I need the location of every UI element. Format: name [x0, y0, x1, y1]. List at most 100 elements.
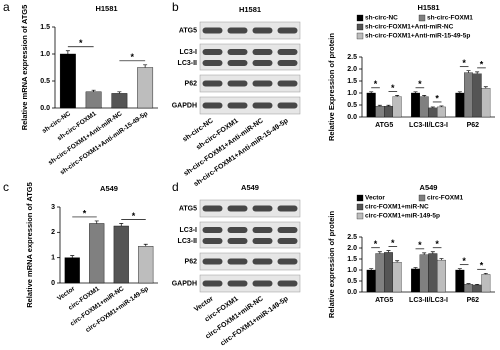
chart-title: H1581: [417, 3, 439, 12]
y-tick-label: 1: [51, 255, 55, 262]
blot-band: [202, 227, 223, 233]
y-tick-label: 0.0: [40, 105, 50, 112]
blot-band: [252, 280, 273, 287]
x-tick-label: ATG5: [375, 122, 393, 129]
error-bar: [475, 71, 480, 74]
error-bar: [91, 89, 96, 92]
bar: [419, 96, 429, 118]
bar: [472, 284, 482, 293]
error-bar: [377, 251, 382, 254]
error-bar: [94, 220, 99, 224]
error-bar: [369, 91, 374, 93]
blot-band: [227, 205, 248, 212]
bar: [464, 72, 473, 118]
blot-band: [227, 102, 248, 109]
blot-band: [252, 238, 273, 244]
y-tick-label: 1.0: [40, 51, 50, 58]
y-tick-label: 1.0: [347, 267, 357, 274]
bar: [375, 253, 385, 293]
legend-swatch: [356, 14, 364, 22]
y-tick-label: 2.5: [347, 54, 357, 61]
blot-band: [277, 102, 298, 109]
bar: [137, 67, 154, 109]
blot-band: [277, 60, 298, 66]
blot-band: [252, 205, 273, 212]
significance-label: *: [480, 261, 484, 271]
y-tick-label: 0.5: [347, 102, 357, 109]
chart-title: A549: [420, 183, 438, 192]
bar: [59, 53, 76, 109]
legend-swatch: [356, 203, 364, 211]
panel-letter: d: [172, 180, 179, 194]
significance-label: *: [130, 52, 134, 62]
blot-title: A549: [241, 183, 259, 192]
bar: [481, 88, 491, 118]
error-bar: [422, 252, 427, 255]
blot-band-label: GAPDH: [172, 102, 197, 109]
blot-band: [202, 80, 223, 87]
error-bar: [457, 268, 462, 270]
bar: [384, 106, 393, 118]
error-bar: [143, 64, 148, 68]
blot-frame: [199, 252, 301, 271]
legend-swatch: [418, 14, 426, 22]
blot-band-label: ATG5: [179, 27, 197, 34]
error-bar: [395, 260, 400, 263]
error-bar: [386, 250, 391, 253]
blot-band: [252, 60, 273, 66]
bar: [375, 106, 385, 118]
y-tick-label: 0.5: [347, 278, 357, 285]
bar: [472, 73, 482, 118]
x-tick-label: Vector: [56, 285, 77, 302]
y-axis-label: Relative Expression of protein: [327, 33, 336, 141]
error-bar: [143, 243, 148, 247]
blot-band: [252, 49, 273, 55]
y-tick-label: 0.0: [347, 114, 357, 121]
bar: [428, 107, 438, 118]
significance-label: *: [83, 208, 87, 218]
y-tick-label: 1.5: [347, 78, 357, 85]
legend-swatch: [356, 212, 364, 220]
bar: [411, 92, 421, 118]
y-tick-label: 1.5: [347, 256, 357, 263]
blot-band: [277, 238, 298, 244]
y-tick-label: 2.5: [347, 234, 357, 241]
blot-band: [227, 280, 248, 287]
bar: [411, 268, 421, 293]
legend-label: circ-FOXM1+miR-NC: [365, 204, 429, 211]
error-bar: [413, 267, 418, 269]
bar: [89, 223, 105, 284]
blot-band-label: LC3-I: [180, 49, 198, 56]
bar: [436, 259, 446, 293]
blot-frame: [199, 74, 301, 93]
y-tick-label: 1.0: [347, 90, 357, 97]
error-bar: [466, 70, 471, 73]
blot-title: H1581: [239, 5, 261, 14]
significance-label: *: [418, 79, 422, 89]
y-tick-label: 2: [51, 229, 55, 236]
legend-swatch: [356, 32, 364, 40]
blot-band: [227, 80, 248, 87]
bar: [366, 92, 376, 118]
error-bar: [439, 105, 444, 107]
blot-band: [202, 49, 223, 55]
bar: [392, 96, 402, 118]
bar: [85, 91, 102, 109]
y-tick-label: 2.0: [347, 245, 357, 252]
blot-band: [202, 205, 223, 212]
bar: [138, 246, 154, 284]
panel-letter: b: [172, 0, 179, 14]
blot-band: [252, 227, 273, 233]
blot-band-label: LC3-II: [178, 238, 198, 245]
panel-letter: c: [3, 180, 9, 194]
legend-label: sh-circ-NC: [365, 15, 398, 22]
significance-label: *: [435, 239, 439, 249]
error-bar: [483, 86, 488, 89]
blot-band: [227, 27, 248, 34]
significance-label: *: [391, 83, 395, 93]
y-axis-label: Relative expression of protein: [327, 211, 336, 319]
blot-band: [202, 280, 223, 287]
blot-band: [202, 258, 223, 265]
panel-letter: a: [3, 0, 10, 14]
blot-band: [252, 27, 273, 34]
